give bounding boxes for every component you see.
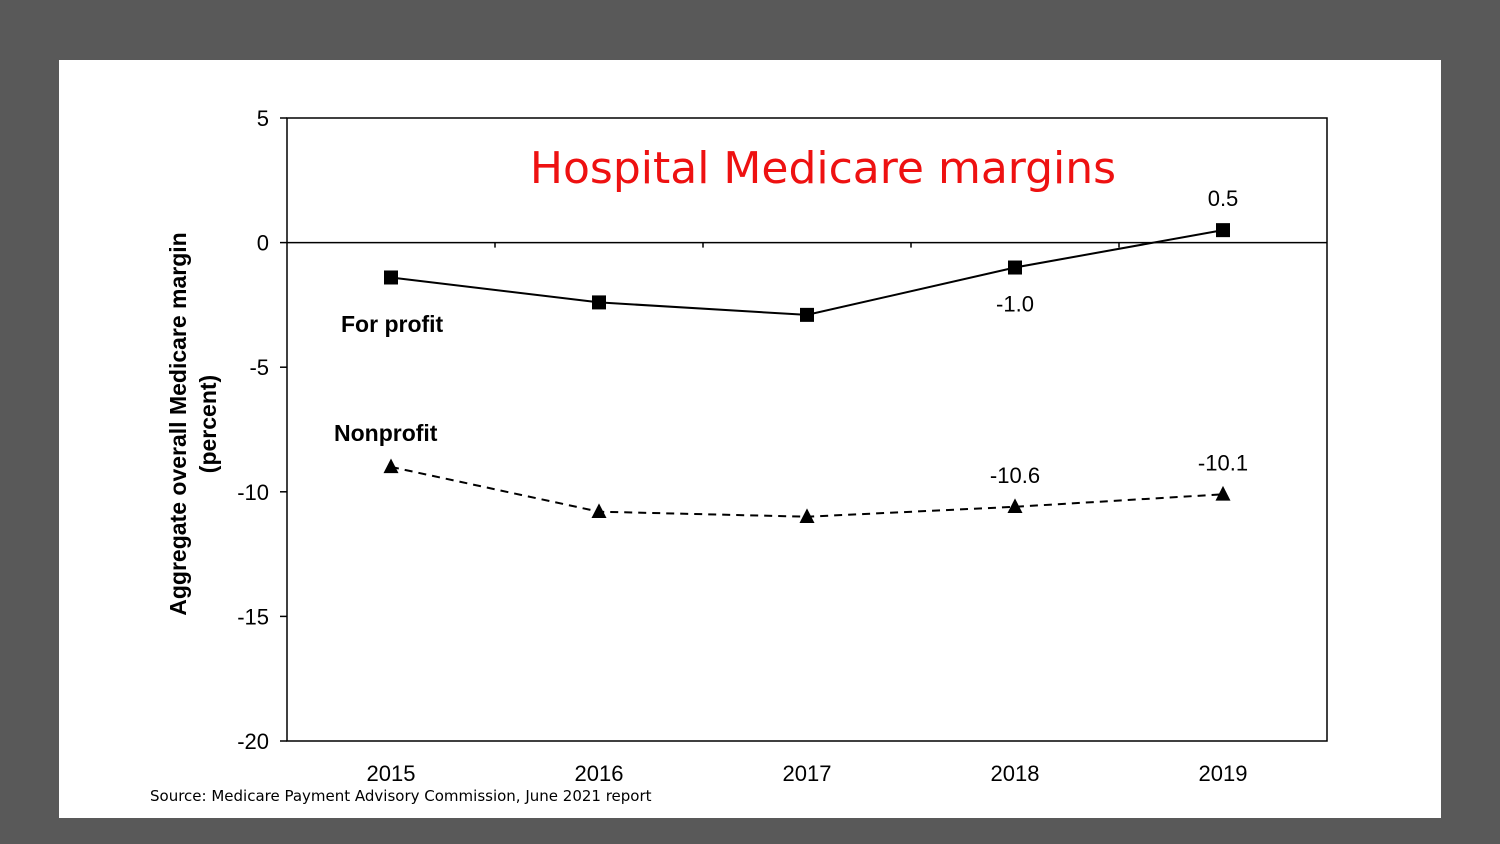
- data-label-for-profit: -1.0: [996, 292, 1034, 317]
- y-axis-label-line-2: (percent): [195, 375, 221, 473]
- data-point-for-profit: [800, 307, 814, 322]
- data-point-nonprofit: [383, 458, 399, 474]
- plot-frame: [286, 117, 1328, 742]
- series-label-nonprofit: Nonprofit: [334, 420, 438, 446]
- y-tick-label: 5: [257, 106, 269, 131]
- data-label-for-profit: 0.5: [1208, 186, 1239, 211]
- chart-title: Hospital Medicare margins: [530, 143, 1116, 194]
- y-tick-label: -10: [237, 480, 269, 505]
- slide-panel: 5 0 -5 -10 -15 -20 2015 2016 2017 2018 2019 -1.0 0…: [59, 60, 1441, 818]
- y-tick-label: 0: [257, 231, 269, 256]
- data-point-for-profit: [384, 270, 398, 285]
- source-note: Source: Medicare Payment Advisory Commis…: [150, 787, 652, 805]
- data-point-nonprofit: [591, 503, 607, 519]
- data-point-for-profit: [1216, 223, 1230, 238]
- y-tick-label: -20: [237, 729, 269, 754]
- data-point-nonprofit: [1215, 485, 1231, 501]
- x-tick-label: 2017: [783, 761, 832, 786]
- y-axis-ticks: 5 0 -5 -10 -15 -20: [237, 106, 287, 754]
- line-chart: 5 0 -5 -10 -15 -20 2015 2016 2017 2018 2019 -1.0 0…: [150, 106, 1328, 805]
- labels-layer: -1.0 0.5 -10.6 -10.1: [990, 186, 1248, 488]
- x-tick-label: 2019: [1199, 761, 1248, 786]
- x-axis-ticks: 2015 2016 2017 2018 2019: [367, 242, 1248, 786]
- series-label-for-profit: For profit: [341, 311, 444, 337]
- y-axis-label-line-1: Aggregate overall Medicare margin: [165, 232, 191, 615]
- data-point-for-profit: [1008, 260, 1022, 275]
- y-tick-label: -5: [249, 355, 269, 380]
- y-tick-label: -15: [237, 604, 269, 629]
- data-point-for-profit: [592, 295, 606, 310]
- data-label-nonprofit: -10.1: [1198, 450, 1248, 475]
- x-tick-label: 2016: [575, 761, 624, 786]
- data-label-nonprofit: -10.6: [990, 463, 1040, 488]
- x-tick-label: 2018: [991, 761, 1040, 786]
- data-point-nonprofit: [799, 508, 815, 524]
- data-point-nonprofit: [1007, 498, 1023, 514]
- x-tick-label: 2015: [367, 761, 416, 786]
- series-layer: [383, 223, 1231, 524]
